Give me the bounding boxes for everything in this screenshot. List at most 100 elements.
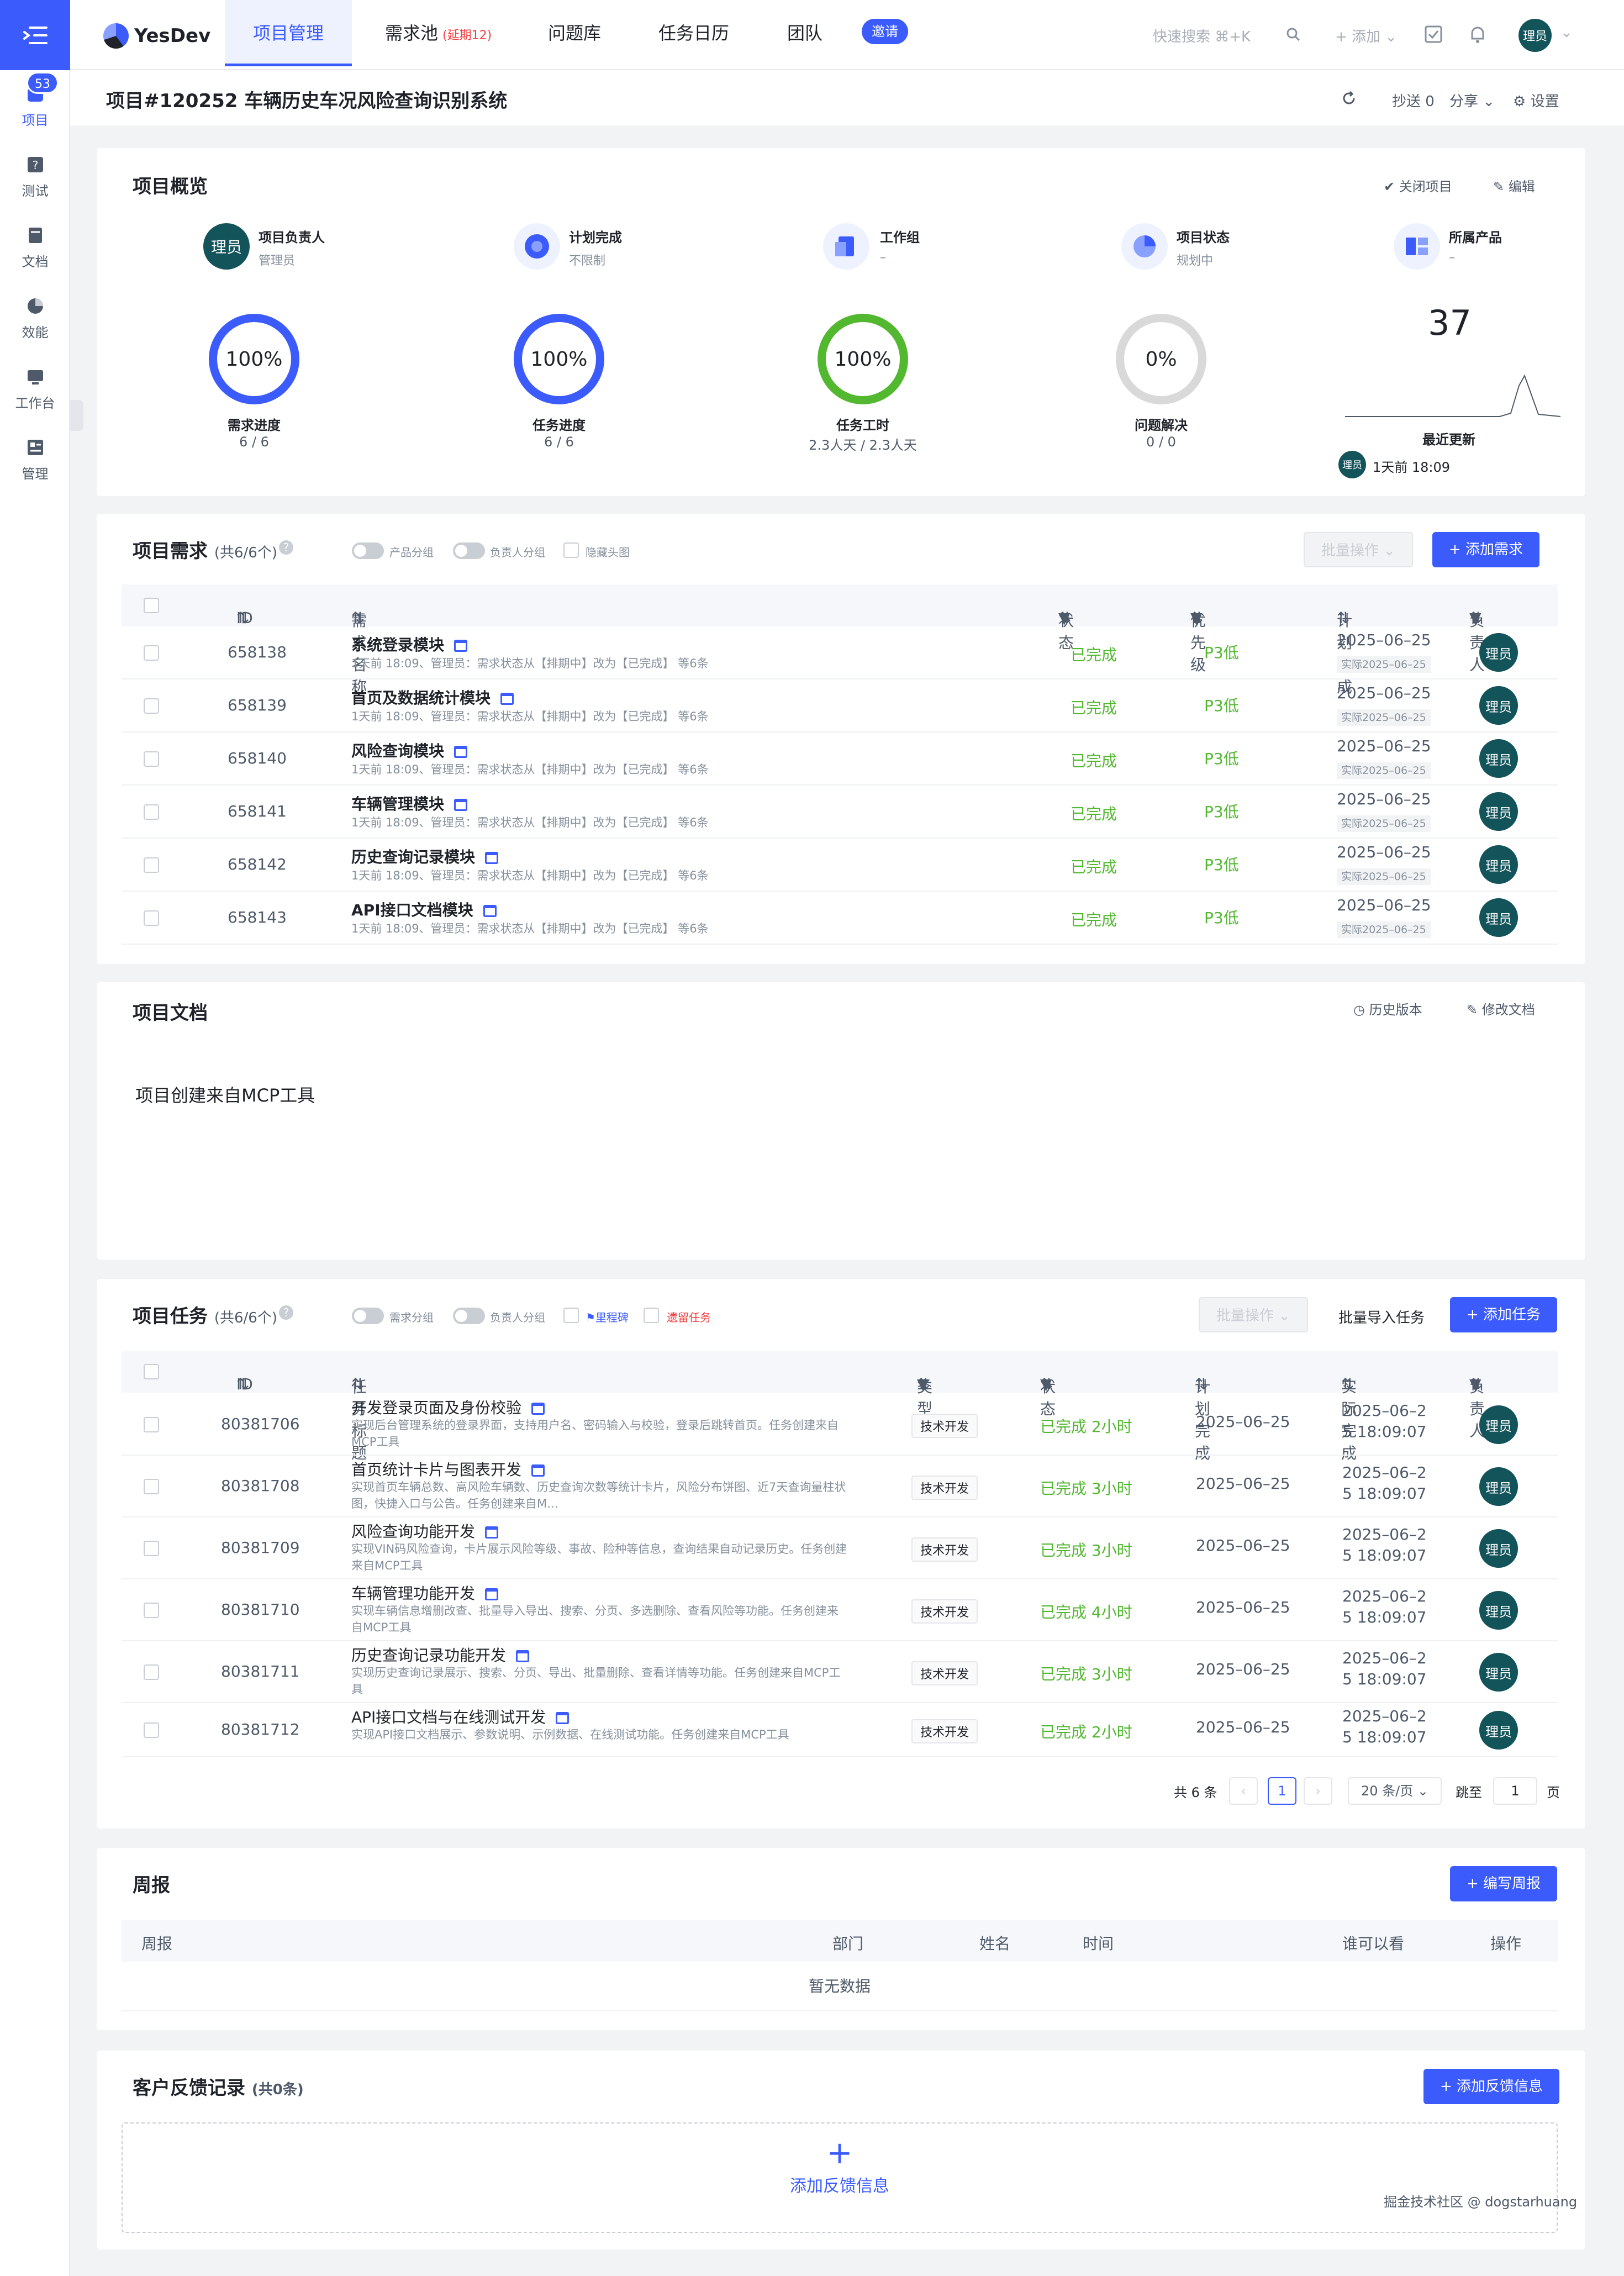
cc-button[interactable]: 抄送 0 [1392,93,1435,110]
row-name[interactable]: 车辆管理功能开发 [351,1582,499,1604]
row-name[interactable]: 系统登录模块 [351,633,468,655]
rail-collapse-handle[interactable] [70,400,83,431]
page-1-button[interactable]: 1 [1268,1777,1296,1805]
checklist-icon[interactable] [1423,24,1443,44]
rail-item-efficiency[interactable]: 效能 [0,289,70,350]
table-row[interactable]: 80381711 历史查询记录功能开发 实现历史查询记录展示、搜索、分页、导出、批量… [122,1641,1558,1703]
row-checkbox[interactable] [144,1479,159,1494]
tab-requirement-pool[interactable]: 需求池 (延期12) [385,0,492,66]
app-logo[interactable]: YesDev [103,22,210,50]
owner-group-toggle[interactable] [453,542,485,559]
owner-avatar[interactable]: 理员 [1479,739,1518,778]
table-row[interactable]: 658140 风险查询模块 1天前 18:09、管理员：需求状态从【排期中】改为【已… [122,733,1558,786]
row-name[interactable]: API接口文档与在线测试开发 [351,1705,570,1727]
tab-project-management[interactable]: 项目管理 [225,0,352,66]
rail-item-manage[interactable]: 管理 [0,431,70,492]
select-all-checkbox[interactable] [144,1364,159,1379]
chevron-down-icon[interactable]: ⌄ [1560,24,1573,41]
row-checkbox[interactable] [144,1664,159,1680]
history-version-button[interactable]: ◷ 历史版本 [1353,999,1422,1018]
row-checkbox[interactable] [144,804,159,820]
next-page-button[interactable]: › [1304,1777,1332,1805]
page-size-select[interactable]: 20 条/页 ⌄ [1348,1777,1442,1805]
row-name[interactable]: 历史查询记录功能开发 [351,1643,530,1666]
user-avatar[interactable]: 理员 [1518,19,1552,52]
hide-avatar-checkbox[interactable] [563,542,579,558]
rail-item-doc[interactable]: 文档 [0,219,70,280]
batch-action-button[interactable]: 批量操作 ⌄ [1304,532,1414,567]
refresh-icon[interactable] [1341,90,1357,107]
table-row[interactable]: 658143 API接口文档模块 1天前 18:09、管理员：需求状态从【排期中】改… [122,892,1558,945]
table-row[interactable]: 80381712 API接口文档与在线测试开发 实现API接口文档展示、参数说明、示… [122,1703,1558,1757]
owner-avatar[interactable]: 理员 [1479,1653,1518,1692]
bell-icon[interactable] [1468,24,1488,44]
close-project-button[interactable]: ✔ 关闭项目 [1384,176,1452,195]
owner-avatar[interactable]: 理员 [1479,1529,1518,1568]
owner-avatar[interactable]: 理员 [1479,1711,1518,1750]
milestone-checkbox[interactable] [563,1308,579,1323]
leftover-checkbox[interactable] [644,1308,659,1323]
owner-avatar[interactable]: 理员 [1479,792,1518,831]
help-icon[interactable]: ? [279,1305,293,1320]
row-name[interactable]: 风险查询模块 [351,739,468,761]
table-row[interactable]: 658141 车辆管理模块 1天前 18:09、管理员：需求状态从【排期中】改为【已… [122,786,1558,839]
table-row[interactable]: 658139 首页及数据统计模块 1天前 18:09、管理员：需求状态从【排期中】改… [122,679,1558,733]
batch-import-button[interactable]: 批量导入任务 [1338,1310,1425,1326]
write-weekly-button[interactable]: + 编写周报 [1450,1866,1558,1901]
table-row[interactable]: 80381706 开发登录页面及身份校验 实现后台管理系统的登录界面，支持用户名、密… [122,1394,1558,1456]
row-checkbox[interactable] [144,1722,159,1738]
table-row[interactable]: 658138 系统登录模块 1天前 18:09、管理员：需求状态从【排期中】改为【已… [122,626,1558,679]
owner-avatar[interactable]: 理员 [1479,1467,1518,1506]
table-row[interactable]: 80381709 风险查询功能开发 实现VIN码风险查询，卡片展示风险等级、事故、险… [122,1518,1558,1579]
batch-action-button[interactable]: 批量操作 ⌄ [1199,1297,1309,1332]
row-name[interactable]: API接口文档模块 [351,898,497,920]
rail-item-project[interactable]: 53 项目 [0,72,70,138]
prev-page-button[interactable]: ‹ [1229,1777,1258,1805]
add-feedback-dropzone[interactable]: + 添加反馈信息 [122,2122,1558,2233]
row-name[interactable]: 首页统计卡片与图表开发 [351,1458,545,1480]
quick-search-input[interactable]: 快速搜索 ⌘+K [1153,29,1251,45]
rail-item-test[interactable]: ? 测试 [0,148,70,209]
row-name[interactable]: 风险查询功能开发 [351,1520,499,1542]
row-checkbox[interactable] [144,1541,159,1556]
table-row[interactable]: 80381708 首页统计卡片与图表开发 实现首页车辆总数、高风险车辆数、历史查询次… [122,1456,1558,1518]
requirement-group-toggle[interactable] [352,1308,384,1324]
menu-toggle-button[interactable] [0,0,70,70]
owner-avatar[interactable]: 理员 [1479,633,1518,672]
owner-avatar[interactable]: 理员 [1479,898,1518,937]
owner-avatar[interactable]: 理员 [1479,1405,1518,1444]
owner-avatar[interactable]: 理员 [1479,686,1518,725]
row-name[interactable]: 车辆管理模块 [351,792,468,814]
add-feedback-button[interactable]: + 添加反馈信息 [1423,2069,1560,2104]
owner-avatar[interactable]: 理员 [1479,1591,1518,1630]
row-name[interactable]: 开发登录页面及身份校验 [351,1396,545,1418]
search-icon[interactable] [1285,27,1301,42]
row-checkbox[interactable] [144,698,159,714]
share-dropdown[interactable]: 分享 ⌄ [1449,90,1495,110]
row-checkbox[interactable] [144,1603,159,1618]
row-name[interactable]: 首页及数据统计模块 [351,686,514,708]
tab-team[interactable]: 团队 [787,23,823,44]
owner-avatar[interactable]: 理员 [1479,845,1518,884]
row-checkbox[interactable] [144,751,159,767]
add-requirement-button[interactable]: + 添加需求 [1432,532,1540,567]
rail-item-workbench[interactable]: 工作台 [0,360,70,421]
table-row[interactable]: 80381710 车辆管理功能开发 实现车辆信息增删改查、批量导入导出、搜索、分页、… [122,1579,1558,1641]
add-dropdown[interactable]: + 添加 ⌄ [1335,25,1397,46]
row-checkbox[interactable] [144,910,159,926]
help-icon[interactable]: ? [279,540,293,555]
edit-doc-button[interactable]: ✎ 修改文档 [1467,999,1535,1018]
goto-page-input[interactable]: 1 [1493,1777,1537,1805]
invite-button[interactable]: 邀请 [862,19,908,44]
select-all-checkbox[interactable] [144,598,159,613]
table-row[interactable]: 658142 历史查询记录模块 1天前 18:09、管理员：需求状态从【排期中】改为… [122,839,1558,892]
row-checkbox[interactable] [144,645,159,661]
row-checkbox[interactable] [144,857,159,873]
row-checkbox[interactable] [144,1417,159,1432]
edit-overview-button[interactable]: ✎ 编辑 [1493,176,1535,195]
tab-task-calendar[interactable]: 任务日历 [658,23,730,44]
add-task-button[interactable]: + 添加任务 [1450,1297,1558,1332]
row-name[interactable]: 历史查询记录模块 [351,845,499,867]
tab-issue-library[interactable]: 问题库 [548,23,602,44]
product-group-toggle[interactable] [352,542,384,559]
